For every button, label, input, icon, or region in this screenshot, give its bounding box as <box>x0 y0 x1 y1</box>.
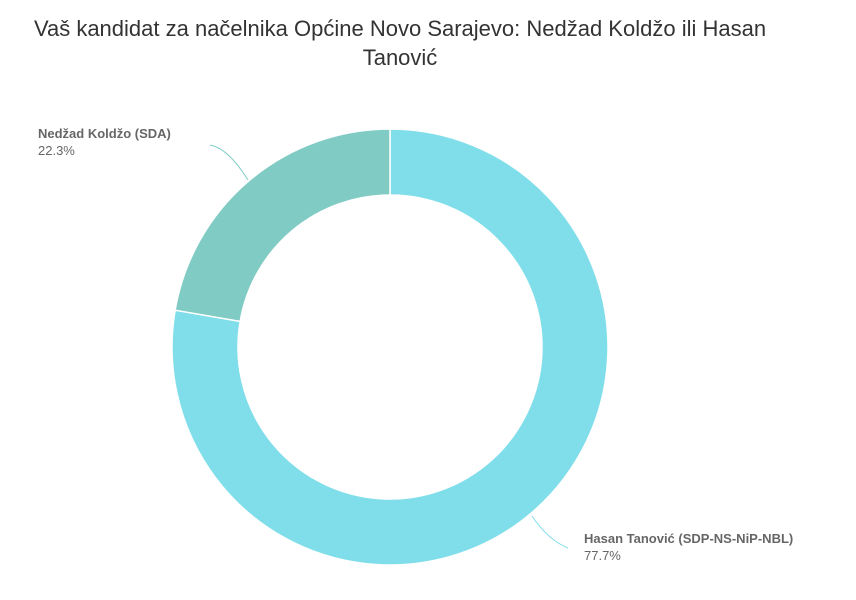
slice-label-koldzo: Nedžad Koldžo (SDA) 22.3% <box>38 125 171 159</box>
slice-percent: 22.3% <box>38 143 75 158</box>
leader-line <box>209 144 249 181</box>
donut-slice <box>171 128 609 566</box>
slice-name: Nedžad Koldžo (SDA) <box>38 126 171 141</box>
slice-name: Hasan Tanović (SDP-NS-NiP-NBL) <box>584 531 794 546</box>
leader-line <box>531 515 569 549</box>
chart-title: Vaš kandidat za načelnika Općine Novo Sa… <box>33 16 767 70</box>
donut-slice <box>174 128 391 323</box>
slice-label-tanovic: Hasan Tanović (SDP-NS-NiP-NBL) 77.7% <box>584 530 793 564</box>
slice-percent: 77.7% <box>584 548 621 563</box>
